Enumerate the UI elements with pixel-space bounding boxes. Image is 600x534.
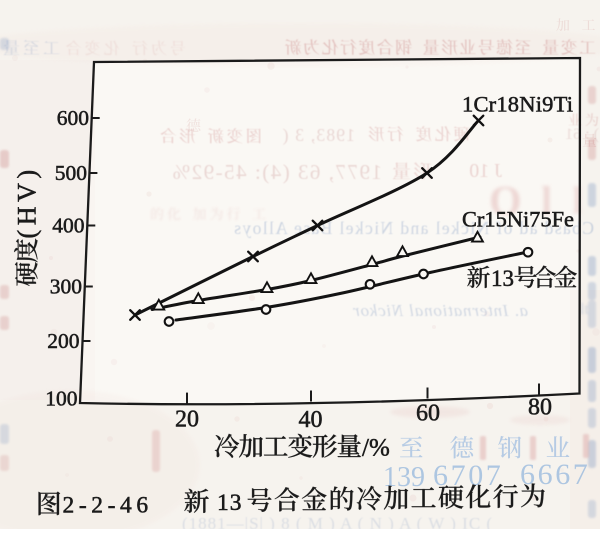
svg-text:400: 400 (52, 214, 84, 238)
svg-text:/%: /% (362, 435, 390, 462)
svg-text:2-2-46: 2-2-46 (63, 493, 153, 519)
svg-text:6707: 6707 (433, 459, 503, 492)
svg-text:20: 20 (175, 407, 199, 433)
svg-text:300: 300 (50, 275, 82, 299)
svg-text:(HV): (HV) (13, 165, 42, 238)
svg-text:l: l (572, 180, 583, 222)
svg-text:40: 40 (299, 407, 323, 433)
svg-text:500: 500 (55, 161, 87, 185)
svg-text:80: 80 (528, 395, 552, 421)
svg-text:1Cr18Ni9Ti: 1Cr18Ni9Ti (462, 92, 573, 117)
svg-text:200: 200 (47, 329, 79, 353)
svg-text:lt: lt (580, 301, 589, 318)
svg-text:J 10: J 10 (469, 160, 502, 182)
svg-text:Cr15Ni75Fe: Cr15Ni75Fe (462, 207, 574, 232)
svg-text:600: 600 (57, 106, 89, 130)
svg-text:6667: 6667 (520, 458, 590, 491)
svg-text:100: 100 (45, 387, 77, 411)
svg-text:60: 60 (416, 401, 440, 427)
svg-text:O: O (489, 179, 522, 225)
svg-text:1983, 3 (: 1983, 3 ( (281, 125, 355, 145)
svg-text:1977, 63 (4): 45-92%: 1977, 63 (4): 45-92% (171, 160, 382, 184)
svg-text:13: 13 (491, 266, 514, 291)
svg-text:a. International Nickor: a. International Nickor (352, 301, 528, 320)
svg-text:13: 13 (217, 490, 243, 516)
svg-text:(1881—|S| ) 8 ( M ) A ( N ) A: (1881—|S| ) 8 ( M ) A ( N ) A ( W ) IC ( (182, 514, 493, 529)
svg-text:l: l (541, 178, 552, 223)
